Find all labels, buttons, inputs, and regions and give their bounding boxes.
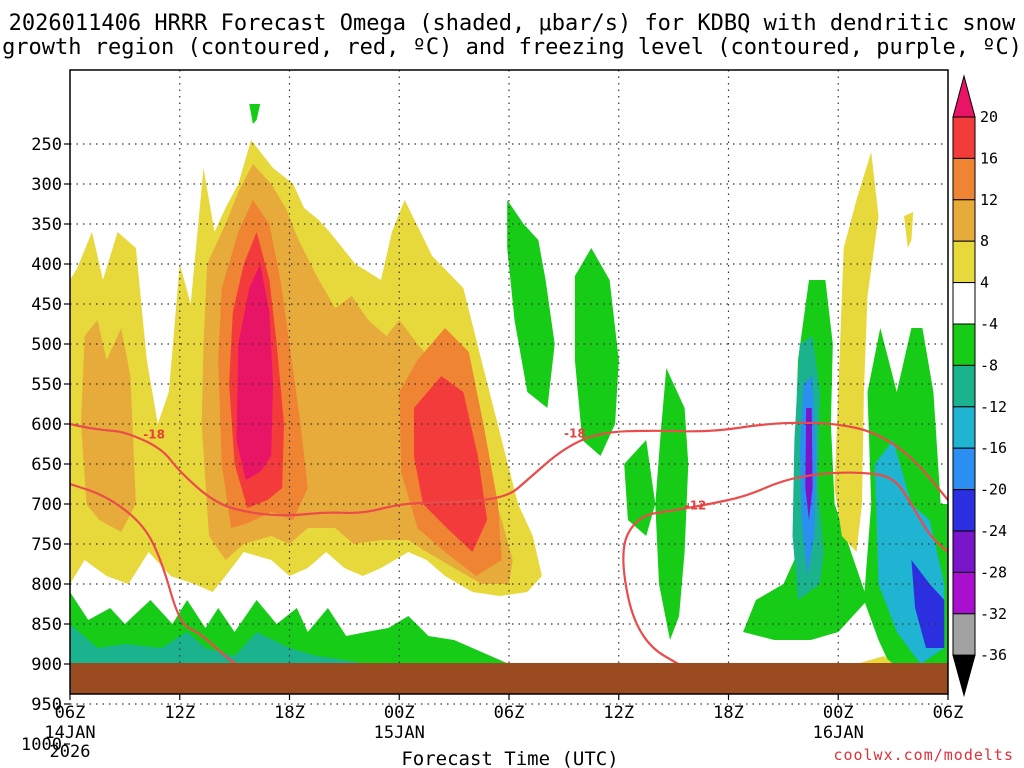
x-tick-label-8: 06Z	[933, 703, 964, 723]
omega-sink-east-24	[805, 408, 813, 520]
y-tick-label-350: 350	[31, 215, 62, 235]
omega-rise-core-20	[236, 264, 273, 480]
omega-rise-east-16	[413, 376, 488, 552]
contour-label-minus18-a: -18	[143, 427, 165, 441]
contour-label-minus12-b: -12	[685, 499, 707, 513]
omega-sink-mid-2	[574, 248, 619, 456]
y-tick-label-850: 850	[31, 615, 62, 635]
x-tick-label-5: 12Z	[603, 703, 634, 723]
colorbar-label-12: -32	[980, 605, 1007, 623]
grid-lines	[70, 70, 948, 705]
x-tick-year-0: 2026	[50, 742, 91, 762]
omega-sink-far-east-20	[911, 560, 945, 648]
x-tick-label-3: 00Z	[384, 703, 415, 723]
omega-sink-top	[249, 104, 261, 124]
colorbar-label-8: -16	[980, 439, 1007, 457]
y-tick-label-950: 950	[31, 695, 62, 715]
colorbar-label-2: 12	[980, 191, 998, 209]
colorbar-label-11: -28	[980, 563, 1007, 581]
x-tick-label-4: 06Z	[494, 703, 525, 723]
omega-sink-mid-4	[624, 440, 656, 536]
y-tick-label-800: 800	[31, 575, 62, 595]
colorbar-swatch-4	[952, 282, 976, 325]
x-tick-label-0: 06Z	[55, 703, 86, 723]
omega-shading	[70, 104, 948, 714]
x-tick-label-6: 18Z	[713, 703, 744, 723]
y-tick-label-550: 550	[31, 375, 62, 395]
omega-rise-east-yellow-2	[904, 212, 914, 248]
colorbar-swatch-8	[952, 447, 976, 491]
x-tick-label-2: 18Z	[274, 703, 305, 723]
x-tick-date-7: 16JAN	[813, 723, 864, 743]
colorbar-swatch-5	[952, 323, 976, 366]
colorbar-label-7: -12	[980, 398, 1007, 416]
omega-sink-low-36	[209, 696, 220, 714]
colorbar-label-5: -4	[980, 315, 998, 333]
y-tick-label-500: 500	[31, 335, 62, 355]
chart-title-line-1: 2026011406 HRRR Forecast Omega (shaded, …	[9, 11, 1016, 36]
colorbar-top-arrow	[952, 74, 976, 118]
colorbar-label-3: 8	[980, 232, 989, 250]
y-tick-label-900: 900	[31, 655, 62, 675]
y-tick-label-250: 250	[31, 135, 62, 155]
x-tick-date-0: 14JAN	[44, 723, 95, 743]
y-tick-label-700: 700	[31, 495, 62, 515]
omega-rise-west-8	[81, 320, 136, 532]
colorbar-swatch-3	[952, 240, 976, 284]
x-tick-label-1: 12Z	[164, 703, 195, 723]
colorbar-swatch-12	[952, 613, 976, 656]
y-tick-label-400: 400	[31, 255, 62, 275]
colorbar-swatch-7	[952, 406, 976, 449]
colorbar-label-13: -36	[980, 646, 1007, 664]
temperature-contours: -18-18-12-12	[70, 421, 948, 693]
y-tick-label-450: 450	[31, 295, 62, 315]
colorbar-swatch-6	[952, 364, 976, 408]
y-tick-label-650: 650	[31, 455, 62, 475]
colorbar-swatch-0	[952, 116, 976, 159]
omega-sink-mid-3	[655, 368, 689, 640]
colorbar-bottom-arrow	[952, 654, 976, 698]
colorbar-label-4: 4	[980, 274, 989, 292]
omega-sink-mid-1	[507, 200, 555, 408]
colorbar-swatch-1	[952, 157, 976, 201]
pressure-axis: 250 300 350 400 450 500 550 600 650 700 750 800 850 9…	[21, 135, 70, 755]
colorbar-swatch-9	[952, 489, 976, 532]
contour-label-minus18-b: -18	[564, 427, 586, 441]
colorbar-label-0: 20	[980, 108, 998, 126]
credit-text: coolwx.com/modelts	[833, 746, 1014, 764]
x-tick-date-3: 15JAN	[374, 723, 425, 743]
colorbar-label-6: -8	[980, 356, 998, 374]
omega-colorbar: 20 16 12 8 4 -4 -8 -12 -16 -20 -24 -28 -32 -36	[952, 74, 1007, 698]
colorbar-swatch-10	[952, 530, 976, 573]
dgz-minus12-line	[70, 471, 948, 693]
y-tick-label-1000: 1000	[21, 735, 62, 755]
dgz-minus18-line	[70, 421, 948, 517]
y-tick-label-600: 600	[31, 415, 62, 435]
colorbar-swatch-11	[952, 571, 976, 615]
y-tick-label-300: 300	[31, 175, 62, 195]
colorbar-label-10: -24	[980, 522, 1007, 540]
chart-title-line-2: growth region (contoured, red, ºC) and f…	[2, 35, 1022, 60]
x-tick-label-7: 00Z	[823, 703, 854, 723]
y-tick-label-750: 750	[31, 535, 62, 555]
omega-rise-east-yellow	[834, 152, 879, 552]
ground-surface	[71, 663, 948, 694]
colorbar-label-1: 16	[980, 149, 998, 167]
x-axis-label: Forecast Time (UTC)	[401, 748, 618, 768]
colorbar-swatch-2	[952, 199, 976, 242]
colorbar-label-9: -20	[980, 481, 1007, 499]
